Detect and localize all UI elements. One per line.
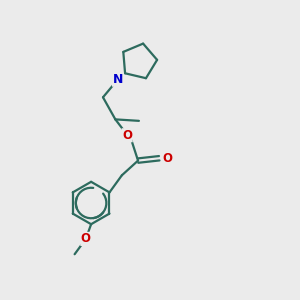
Text: O: O	[81, 232, 91, 245]
Text: O: O	[163, 152, 172, 165]
Text: O: O	[122, 129, 132, 142]
Text: N: N	[112, 73, 123, 86]
